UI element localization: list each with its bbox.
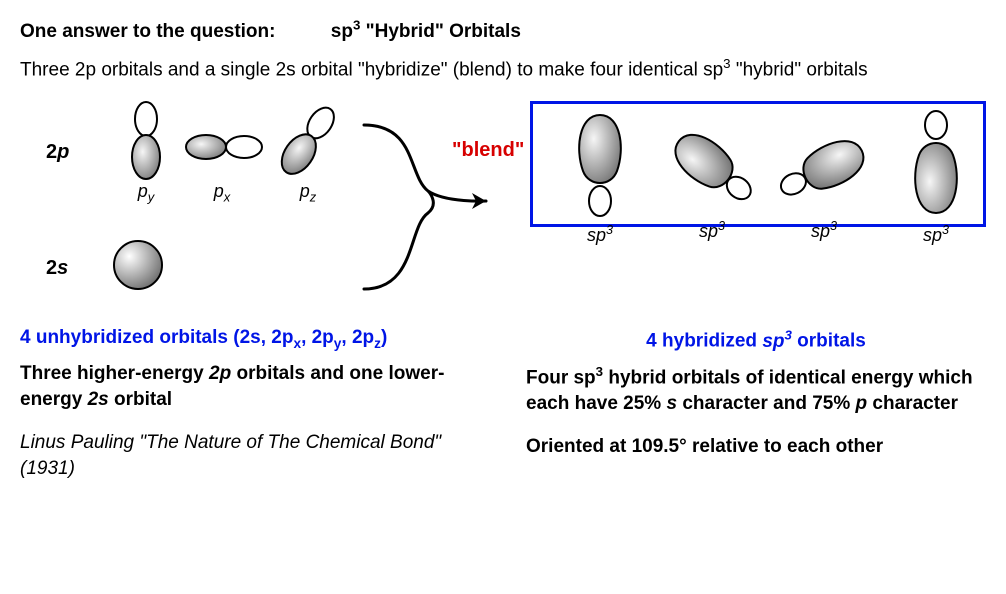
sp3-orbital: sp3 [886, 109, 986, 246]
right-column: 4 hybridized sp3 orbitals Four sp3 hybri… [520, 327, 986, 481]
orbital-diagram: 2p 2s py [20, 97, 986, 323]
label-2s: 2s [46, 257, 68, 280]
question-prefix: One answer to the question: [20, 21, 275, 43]
p-orbital-px: px [184, 127, 260, 205]
sp3-orbital: sp3 [662, 119, 762, 242]
left-column: 4 unhybridized orbitals (2s, 2px, 2py, 2… [20, 327, 480, 481]
hybrid-orbital-row: sp3 sp3 sp3 [540, 109, 980, 259]
blend-label: "blend" [452, 139, 524, 162]
orbital-icon [774, 123, 874, 215]
orbital-icon [184, 127, 264, 167]
right-blue-heading: 4 hybridized sp3 orbitals [526, 327, 986, 352]
sp3-orbital: sp3 [550, 109, 650, 246]
right-black-text: Four sp3 hybrid orbitals of identical en… [526, 363, 986, 417]
orbital-icon [121, 101, 171, 181]
blend-arrow [356, 107, 516, 297]
label-2p: 2p [46, 141, 69, 164]
sp3-label: sp3 [550, 223, 650, 246]
sp3-label: sp3 [886, 223, 986, 246]
left-blue-heading: 4 unhybridized orbitals (2s, 2px, 2py, 2… [20, 327, 480, 351]
orbital-icon [565, 109, 635, 219]
orbital-icon [662, 119, 762, 215]
left-black-text: Three higher-energy 2p orbitals and one … [20, 361, 480, 412]
citation: Linus Pauling "The Nature of The Chemica… [20, 430, 480, 481]
right-extra-text: Oriented at 109.5° relative to each othe… [526, 434, 986, 460]
sp3-orbital: sp3 [774, 123, 874, 242]
p-orbital-py: py [108, 101, 184, 205]
p-orbital-label: pz [270, 181, 346, 205]
arrow-icon [356, 107, 516, 307]
p-orbital-pz: pz [270, 101, 346, 205]
orbital-icon [110, 237, 166, 293]
p-orbital-label: px [184, 181, 260, 205]
sp3-label: sp3 [774, 219, 874, 242]
bottom-text: 4 unhybridized orbitals (2s, 2px, 2py, 2… [20, 327, 986, 481]
sp3-label: sp3 [662, 219, 762, 242]
answer-title: sp3 "Hybrid" Orbitals [331, 21, 521, 42]
p-orbital-label: py [108, 181, 184, 205]
s-orbital [110, 237, 166, 298]
orbital-icon [901, 109, 971, 219]
orbital-icon [272, 101, 344, 181]
intro-text: Three 2p orbitals and a single 2s orbita… [20, 55, 986, 83]
header-row: One answer to the question: sp3 "Hybrid"… [20, 18, 986, 43]
